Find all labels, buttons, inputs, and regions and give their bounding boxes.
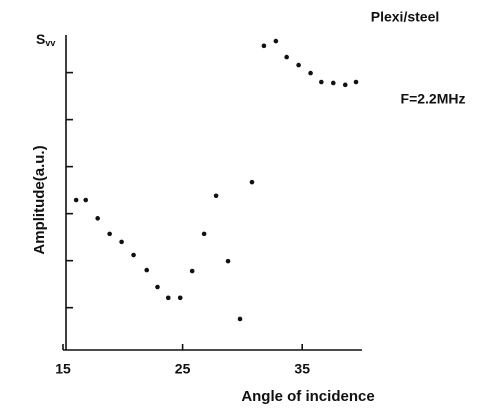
point [296,62,301,68]
x-tick-label: 15 [55,361,71,377]
x-tick-label: 25 [175,361,191,377]
point [165,295,171,301]
point [144,267,150,273]
point [342,82,348,88]
point [330,80,336,86]
annotation: F=2.2MHz [401,91,466,107]
point [73,197,79,203]
x-tick-label: 35 [294,361,310,377]
point [189,268,195,274]
point [119,239,124,245]
y-axis-label: Amplitude(a.u.) [31,145,48,254]
point [213,193,219,199]
point [284,54,289,60]
point [95,216,100,221]
point [107,231,112,237]
point [155,284,160,290]
point [131,252,136,258]
point [319,79,324,85]
point [237,316,243,322]
point [177,295,183,301]
y-symbol-subscript: vv [45,38,55,48]
point [83,197,89,203]
point [353,79,359,85]
point [261,43,267,49]
chart-title: Plexi/steel [371,9,440,25]
point [308,70,313,76]
y-symbol-letter: S [36,31,45,47]
point [225,258,231,264]
x-axis-label: Angle of incidence [241,388,374,405]
point [249,179,255,185]
point [201,231,207,237]
point [273,38,279,44]
y-symbol: Svv [36,31,55,49]
